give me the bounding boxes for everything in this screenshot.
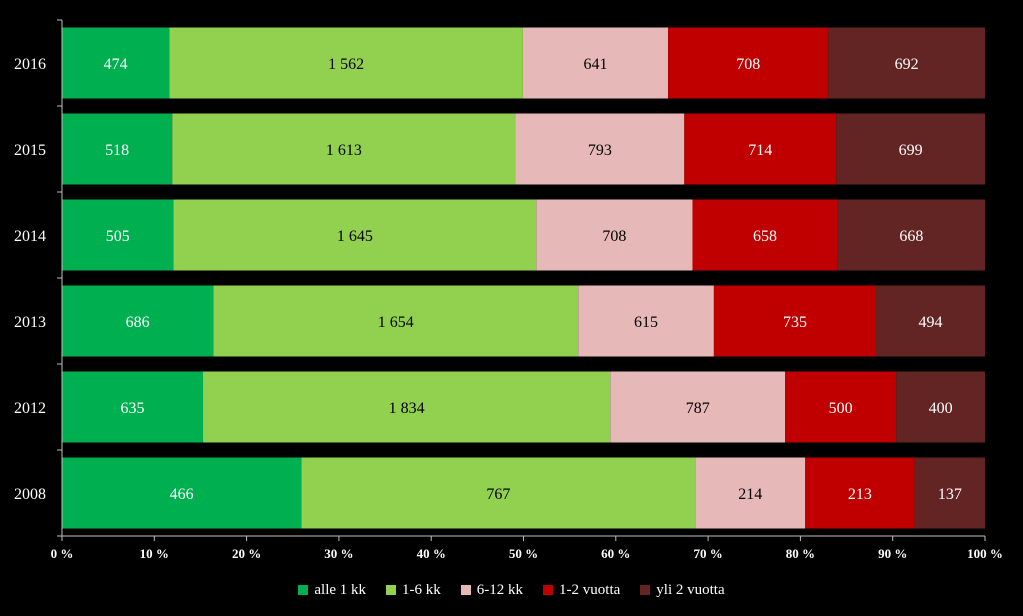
data-label-2014-5: 668 bbox=[899, 228, 923, 245]
bar-segment-2014-1 bbox=[62, 199, 174, 271]
bar-segment-2016-1 bbox=[62, 27, 170, 99]
data-label-2008-3: 214 bbox=[738, 486, 762, 503]
legend-swatch-1 bbox=[298, 585, 309, 595]
x-tick-label: 30 % bbox=[324, 546, 353, 561]
bar-segment-2013-5 bbox=[876, 285, 985, 357]
x-tick-label: 20 % bbox=[232, 546, 261, 561]
x-tick-label: 60 % bbox=[601, 546, 630, 561]
bar-segment-2015-5 bbox=[836, 113, 985, 185]
y-axis: 2016 2015 2014 2013 2012 2008 bbox=[14, 19, 63, 537]
data-label-2012-1: 635 bbox=[121, 400, 145, 417]
bar-segment-2014-2 bbox=[173, 199, 537, 271]
bar-segment-2014-3 bbox=[536, 199, 693, 271]
legend-swatch-2 bbox=[386, 585, 397, 595]
legend: alle 1 kk 1-6 kk 6-12 kk 1-2 vuotta yli 2 vu… bbox=[0, 578, 1023, 602]
data-label-2012-5: 400 bbox=[929, 400, 953, 417]
bar-segment-2008-4 bbox=[805, 457, 915, 529]
data-label-2014-1: 505 bbox=[106, 228, 130, 245]
bar-segment-2012-2 bbox=[203, 371, 611, 443]
bar-segment-2014-5 bbox=[837, 199, 985, 271]
data-label-2012-4: 500 bbox=[829, 400, 853, 417]
data-label-2014-2: 1 645 bbox=[337, 228, 373, 245]
bar-segment-2015-4 bbox=[684, 113, 837, 185]
bar-segment-2016-5 bbox=[828, 27, 985, 99]
bar-segment-2016-3 bbox=[522, 27, 669, 99]
x-tick-label: 0 % bbox=[51, 546, 74, 561]
data-label-2008-4: 213 bbox=[848, 486, 872, 503]
value-labels-group: 474 1 562 641 708 692 518 1 613 793 714 699 505 1 6… bbox=[104, 56, 962, 503]
bar-segment-2012-1 bbox=[62, 371, 204, 443]
data-label-2015-5: 699 bbox=[899, 142, 923, 159]
bar-segment-2012-3 bbox=[610, 371, 786, 443]
data-label-2014-4: 658 bbox=[753, 228, 777, 245]
bar-segment-2008-2 bbox=[301, 457, 696, 529]
bar-segment-2008-1 bbox=[62, 457, 302, 529]
bar-segment-2013-4 bbox=[713, 285, 877, 357]
bar-segment-2008-3 bbox=[695, 457, 806, 529]
data-label-2016-4: 708 bbox=[736, 56, 760, 73]
bar-segment-2012-5 bbox=[896, 371, 985, 443]
bar-segment-2013-2 bbox=[213, 285, 579, 357]
data-label-2016-2: 1 562 bbox=[328, 56, 364, 73]
data-label-2008-2: 767 bbox=[486, 486, 510, 503]
data-label-2013-3: 615 bbox=[634, 314, 658, 331]
bar-segment-2013-3 bbox=[578, 285, 714, 357]
x-tick-label: 50 % bbox=[509, 546, 538, 561]
legend-label-2: 1-6 kk bbox=[402, 581, 441, 598]
data-label-2012-3: 787 bbox=[686, 400, 710, 417]
data-label-2008-5: 137 bbox=[938, 486, 962, 503]
data-label-2016-5: 692 bbox=[895, 56, 919, 73]
data-label-2016-3: 641 bbox=[583, 56, 607, 73]
legend-label-4: 1-2 vuotta bbox=[559, 581, 621, 598]
legend-item-5: yli 2 vuotta bbox=[640, 581, 725, 599]
x-tick-label: 10 % bbox=[140, 546, 169, 561]
x-tick-label: 80 % bbox=[786, 546, 815, 561]
data-label-2012-2: 1 834 bbox=[389, 400, 425, 417]
x-tick-label: 100 % bbox=[967, 546, 1003, 561]
bar-segment-2008-5 bbox=[914, 457, 985, 529]
legend-swatch-4 bbox=[543, 585, 554, 595]
bar-segment-2013-1 bbox=[62, 285, 214, 357]
y-tick-label-2015: 2015 bbox=[14, 142, 46, 159]
legend-item-1: alle 1 kk bbox=[298, 582, 366, 599]
y-tick-label-2008: 2008 bbox=[14, 486, 46, 503]
legend-item-3: 6-12 kk bbox=[460, 581, 524, 599]
data-label-2013-4: 735 bbox=[783, 314, 807, 331]
data-label-2014-3: 708 bbox=[602, 228, 626, 245]
data-label-2008-1: 466 bbox=[170, 486, 194, 503]
x-tick-label: 90 % bbox=[878, 546, 907, 561]
data-label-2016-1: 474 bbox=[104, 56, 128, 73]
bars-group bbox=[62, 27, 985, 529]
legend-item-4: 1-2 vuotta bbox=[543, 582, 620, 599]
data-label-2015-3: 793 bbox=[588, 142, 612, 159]
y-tick-label-2014: 2014 bbox=[14, 228, 46, 245]
data-label-2013-2: 1 654 bbox=[378, 314, 414, 331]
bar-segment-2015-3 bbox=[515, 113, 685, 185]
y-tick-label-2013: 2013 bbox=[14, 314, 46, 331]
bar-segment-2015-2 bbox=[172, 113, 516, 185]
data-label-2015-1: 518 bbox=[105, 142, 129, 159]
data-label-2013-1: 686 bbox=[126, 314, 150, 331]
bar-segment-2016-2 bbox=[169, 27, 523, 99]
legend-label-5: yli 2 vuotta bbox=[656, 581, 725, 598]
data-label-2015-4: 714 bbox=[748, 142, 772, 159]
x-tick-label: 70 % bbox=[693, 546, 722, 561]
data-label-2013-5: 494 bbox=[919, 314, 943, 331]
data-label-2015-2: 1 613 bbox=[326, 142, 362, 159]
y-tick-label-2012: 2012 bbox=[14, 400, 46, 417]
bar-segment-2015-1 bbox=[62, 113, 173, 185]
legend-item-2: 1-6 kk bbox=[386, 582, 441, 599]
legend-swatch-3 bbox=[460, 585, 471, 595]
legend-label-1: alle 1 kk bbox=[314, 581, 367, 598]
bar-segment-2016-4 bbox=[668, 27, 829, 99]
bar-segment-2014-4 bbox=[692, 199, 838, 271]
y-tick-label-2016: 2016 bbox=[14, 56, 46, 73]
bar-segment-2012-4 bbox=[785, 371, 897, 443]
x-tick-label: 40 % bbox=[417, 546, 446, 561]
legend-label-3: 6-12 kk bbox=[476, 581, 524, 598]
x-axis: 0 % 10 % 20 % 30 % 40 % 50 % 60 % 70 % 80 % 90 % 1… bbox=[51, 535, 1003, 561]
legend-swatch-5 bbox=[640, 585, 651, 595]
